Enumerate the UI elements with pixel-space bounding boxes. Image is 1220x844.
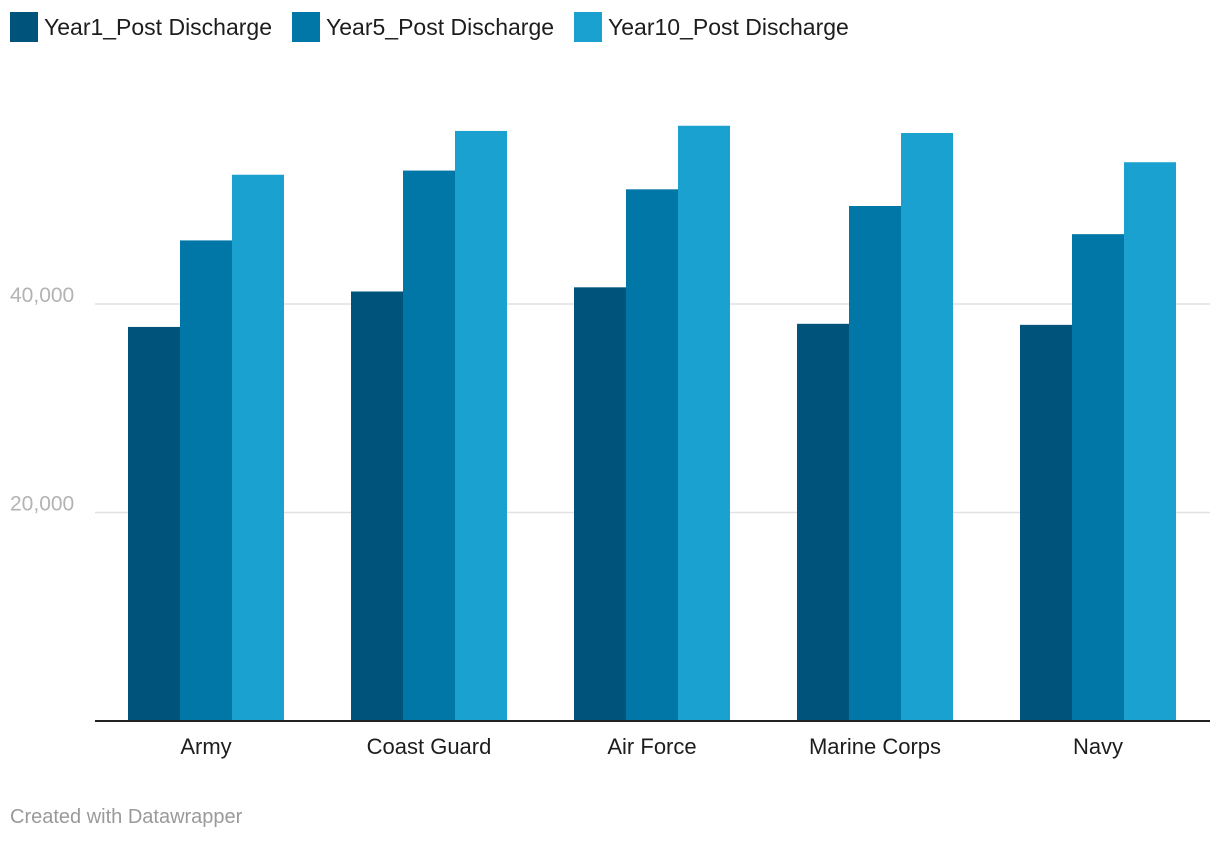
legend-label: Year1_Post Discharge [44, 13, 273, 40]
legend-item: Year10_Post Discharge [574, 12, 849, 42]
x-tick-label: Army [180, 734, 231, 759]
legend-swatch [10, 12, 38, 42]
bar [1072, 234, 1124, 721]
bar [901, 133, 953, 721]
x-tick-label: Navy [1073, 734, 1123, 759]
bar [403, 170, 455, 721]
legend-label: Year10_Post Discharge [608, 13, 849, 40]
bar [128, 326, 180, 721]
bar [1124, 162, 1176, 722]
bar [232, 174, 284, 722]
bar [626, 189, 678, 721]
legend-swatch [292, 12, 321, 42]
bar [1020, 324, 1072, 721]
legend-item: Year5_Post Discharge [292, 12, 554, 42]
x-tick-label: Coast Guard [367, 734, 492, 759]
bar [180, 240, 232, 721]
y-tick-label: 20,000 [10, 493, 74, 516]
legend-item: Year1_Post Discharge [10, 12, 272, 42]
bar [849, 206, 901, 721]
chart-legend: Year1_Post Discharge Year5_Post Discharge… [10, 12, 849, 42]
legend-swatch [574, 12, 603, 42]
x-tick-label: Air Force [607, 734, 696, 759]
bar [678, 125, 730, 722]
credit-text: Created with Datawrapper [10, 806, 243, 828]
bar [455, 130, 507, 721]
bar [351, 291, 403, 721]
legend-label: Year5_Post Discharge [326, 13, 555, 40]
bar [574, 287, 626, 721]
y-tick-label: 40,000 [10, 284, 74, 307]
bar [797, 323, 849, 721]
x-tick-label: Marine Corps [809, 734, 941, 759]
